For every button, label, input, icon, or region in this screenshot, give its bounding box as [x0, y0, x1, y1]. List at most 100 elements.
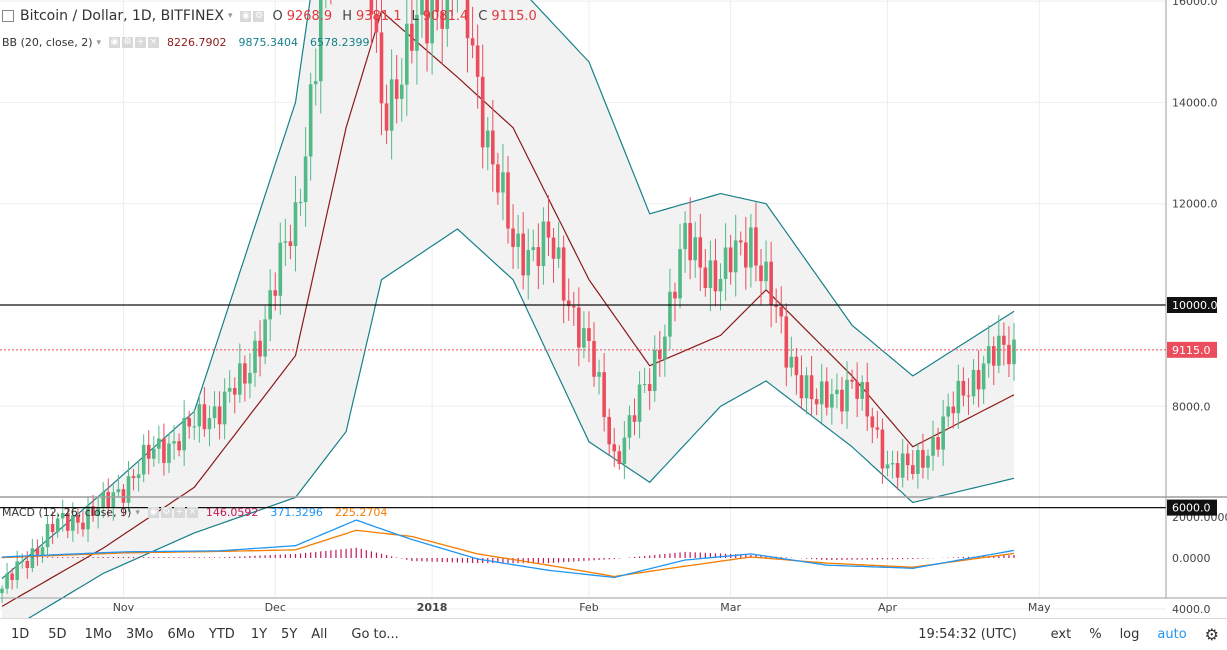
timeframe-1y[interactable]: 1Y — [250, 627, 268, 642]
chevron-down-icon[interactable]: ▾ — [96, 37, 102, 48]
candle-body — [157, 438, 161, 449]
bb-lower-value: 6578.2399 — [310, 36, 370, 49]
candle-body — [318, 0, 323, 82]
settings-icon[interactable]: ⚙ — [122, 37, 134, 48]
gear-icon[interactable]: ⚙ — [1204, 625, 1219, 644]
timeframe-5d[interactable]: 5D — [48, 627, 67, 642]
visibility-icon[interactable]: ◉ — [147, 507, 159, 518]
chevron-down-icon[interactable]: ▾ — [227, 11, 233, 21]
bb-middle-value: 8226.7902 — [167, 36, 227, 49]
chart-area[interactable]: 20000.018000.016000.014000.012000.010000… — [0, 0, 1227, 618]
timeframe-3mo[interactable]: 3Mo — [126, 627, 154, 642]
candle-body — [779, 306, 784, 317]
high-value: 9381.1 — [356, 8, 402, 24]
candle-body — [991, 346, 996, 366]
candle-body — [303, 156, 308, 203]
candle-body — [485, 130, 490, 148]
candle-body — [921, 450, 925, 468]
candle-body — [556, 247, 561, 259]
candle-body — [146, 444, 151, 459]
candle-body — [597, 372, 601, 377]
candle-body — [673, 291, 677, 299]
visibility-icon[interactable]: ◉ — [109, 37, 121, 48]
macd-controls[interactable]: ◉ ⚙ + × — [147, 507, 198, 518]
candle-body — [916, 450, 920, 474]
close-icon[interactable]: × — [186, 507, 198, 518]
candle-body — [227, 387, 232, 392]
timeframe-6mo[interactable]: 6Mo — [167, 627, 195, 642]
candle-body — [20, 560, 25, 562]
candle-body — [885, 464, 890, 469]
candle-body — [683, 223, 687, 250]
candle-body — [116, 489, 121, 493]
timeframe-1mo[interactable]: 1Mo — [84, 627, 113, 642]
settings-icon[interactable]: ⚙ — [160, 507, 172, 518]
candle-body — [55, 518, 60, 533]
time-axis-label: 2018 — [417, 601, 448, 614]
add-icon[interactable]: + — [135, 37, 147, 48]
goto-button[interactable]: Go to... — [351, 627, 399, 642]
legend-controls[interactable]: ◉ ⚙ — [240, 10, 265, 22]
bb-fill — [2, 0, 1014, 618]
price-axis-label: 4000.0 — [1172, 603, 1211, 616]
candle-body — [253, 340, 257, 373]
candle-body — [232, 387, 237, 395]
support-tag-bg — [1167, 499, 1217, 516]
candle-body — [278, 242, 283, 296]
timeframe-1d[interactable]: 1D — [11, 627, 30, 642]
macd-pane — [1, 519, 1015, 579]
visibility-icon[interactable]: ◉ — [240, 10, 252, 22]
percent-toggle[interactable]: % — [1089, 627, 1102, 642]
candle-body — [855, 381, 859, 399]
timeframe-5y[interactable]: 5Y — [281, 627, 298, 642]
candle-body — [293, 202, 298, 247]
bb-controls[interactable]: ◉ ⚙ + × — [109, 37, 160, 48]
macd-line — [1, 519, 1015, 579]
bb-upper-value: 9875.3404 — [238, 36, 299, 49]
candle-body — [617, 451, 622, 464]
candle-body — [506, 172, 510, 229]
candle-body — [445, 0, 450, 29]
close-icon[interactable]: × — [148, 37, 160, 48]
candle-body — [238, 363, 242, 395]
candle-body — [769, 261, 773, 306]
bollinger-bands — [1, 0, 1015, 618]
timeframe-ytd[interactable]: YTD — [208, 627, 235, 642]
candle-body — [65, 512, 70, 531]
price-tags: 10000.0 9115.0 6000.0 — [1167, 297, 1218, 516]
timeframe-all[interactable]: All — [311, 627, 328, 642]
candle-body — [865, 382, 870, 417]
candle-body — [425, 0, 429, 44]
log-toggle[interactable]: log — [1119, 627, 1140, 642]
candle-body — [379, 32, 384, 104]
candle-body — [394, 79, 399, 99]
candle-body — [688, 223, 692, 261]
auto-toggle[interactable]: auto — [1157, 627, 1187, 642]
candle-body — [480, 76, 485, 148]
candle-body — [1002, 335, 1006, 345]
high-label: H — [342, 8, 352, 24]
candle-body — [642, 384, 647, 386]
candle-body — [121, 489, 126, 503]
ext-toggle[interactable]: ext — [1050, 627, 1072, 642]
candle-body — [774, 305, 778, 307]
chevron-down-icon[interactable]: ▾ — [135, 507, 140, 518]
candle-body — [961, 380, 966, 396]
candle-body — [465, 0, 470, 39]
add-icon[interactable]: + — [173, 507, 185, 518]
collapse-icon[interactable] — [2, 10, 14, 22]
candle-body — [981, 363, 986, 390]
candle-body — [759, 265, 763, 282]
candles[interactable] — [0, 0, 1016, 603]
candle-body — [76, 515, 80, 523]
candle-body — [941, 416, 945, 450]
settings-icon[interactable]: ⚙ — [253, 10, 265, 22]
candle-body — [663, 336, 667, 360]
candle-body — [956, 380, 961, 414]
candle-body — [986, 346, 991, 364]
candle-body — [217, 406, 222, 425]
candle-body — [5, 573, 9, 589]
low-value: 9081.4 — [422, 8, 469, 24]
candle-body — [536, 247, 541, 266]
candle-body — [288, 241, 293, 247]
